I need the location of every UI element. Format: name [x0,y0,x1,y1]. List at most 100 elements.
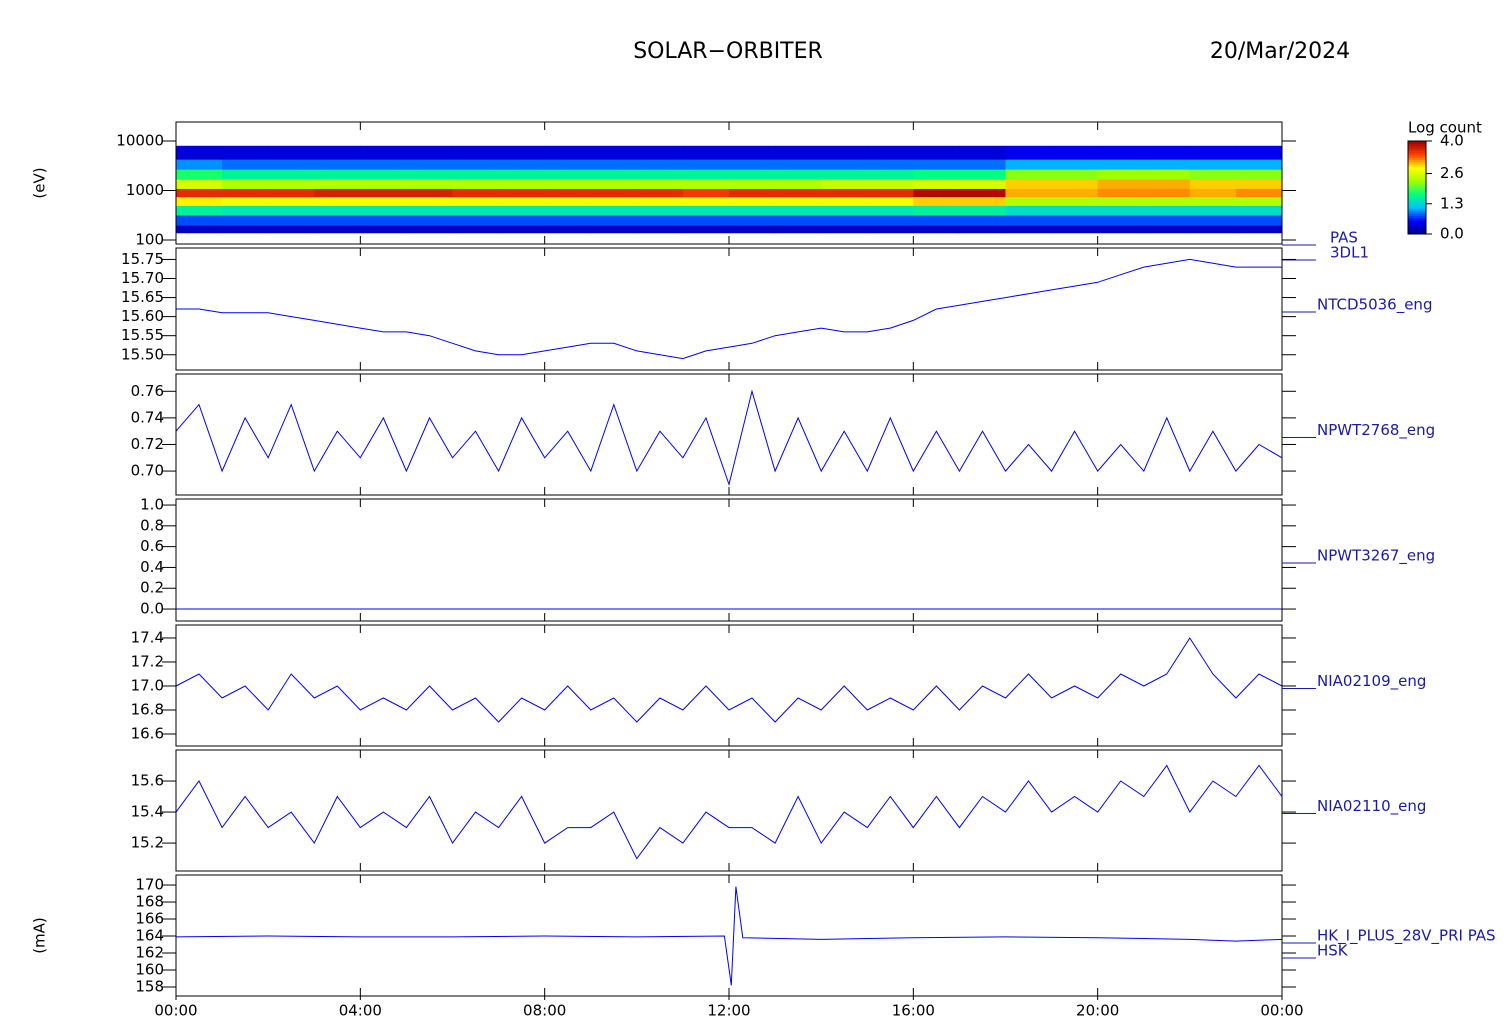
heatmap-cell [959,145,1006,160]
heatmap-cell [452,179,500,189]
heatmap-cell [268,179,315,189]
heatmap-cell [1189,196,1237,206]
heatmap-cell [913,225,960,234]
heatmap-cell [590,214,638,226]
colorbar-swatch [1408,215,1426,219]
heatmap-cell [775,169,822,180]
heatmap-cell [544,188,592,198]
heatmap-cell [314,214,361,226]
heatmap-cell [360,214,407,226]
heatmap-cell [636,196,684,206]
panel-frame [175,498,1283,622]
heatmap-cell [1143,169,1191,180]
heatmap-cell [775,145,822,160]
heatmap-cell [959,205,1006,216]
heatmap-cell [406,214,453,226]
heatmap-cell [360,196,407,206]
heatmap-cell [406,159,453,170]
heatmap-cell [1235,205,1283,216]
heatmap-cell [498,179,546,189]
heatmap-cell [1005,205,1053,216]
panel-name: HK_I_PLUS_28V_PRI PAS [1317,927,1496,946]
y-tick-label: 15.50 [121,345,164,363]
heatmap-cell [821,188,868,198]
colorbar-swatch [1408,171,1426,175]
heatmap-cell [268,159,315,170]
y-tick-label: 15.55 [121,326,164,344]
heatmap-cell [1005,159,1053,170]
heatmap-cell [1097,145,1145,160]
heatmap-cell [360,188,407,198]
heatmap-cell [498,169,546,180]
heatmap-cell [314,169,361,180]
colorbar-swatch [1408,206,1426,209]
heatmap-cell [268,214,315,226]
colorbar-swatch [1408,141,1426,144]
colorbar-tick-label: 0.0 [1440,225,1464,243]
heatmap-cell [913,196,960,206]
heatmap-cell [314,145,361,160]
heatmap-cell [1189,145,1237,160]
heatmap-cell [1189,205,1237,216]
heatmap-cell [1097,159,1145,170]
colorbar-frame [1407,140,1427,235]
y-tick-label: 1.0 [140,496,164,514]
heatmap-cell [821,159,868,170]
colorbar-swatch [1408,189,1426,193]
y-tick-label: 15.65 [121,288,164,306]
y-tick-label: 0.72 [131,435,164,453]
panel-name: NTCD5036_eng [1317,296,1432,315]
date: 20/Mar/2024 [1210,39,1350,64]
line [175,886,1283,986]
heatmap-cell [406,225,453,234]
heatmap-cell [821,169,868,180]
heatmap-cell [406,205,453,216]
heatmap-cell [636,179,684,189]
panel-frame [175,624,1283,747]
y-tick-label: 15.60 [121,307,164,325]
heatmap-cell [682,205,730,216]
heatmap-cell [590,188,638,198]
heatmap-cell [1235,214,1283,226]
heatmap-cell [1097,179,1145,189]
heatmap-cell [268,205,315,216]
heatmap-cell [360,159,407,170]
colorbar-swatch [1408,161,1426,165]
heatmap-cell [176,179,223,189]
heatmap-cell [729,179,776,189]
heatmap-cell [1143,159,1191,170]
heatmap-cell [1143,145,1191,160]
heatmap-cell [544,159,592,170]
colorbar-swatch [1408,194,1426,198]
heatmap-cell [222,179,269,189]
y-tick-label: 166 [135,910,164,928]
y-tick-label: 0.0 [140,600,164,618]
heatmap-cell [406,169,453,180]
heatmap-cell [867,169,914,180]
colorbar-swatch [1408,196,1426,200]
heatmap-cell [1051,205,1099,216]
colorbar-swatch [1408,208,1426,212]
colorbar-swatch [1408,187,1426,191]
heatmap-cell [682,188,730,198]
heatmap-cell [544,169,592,180]
heatmap-cell [867,214,914,226]
heatmap-cell [1143,179,1191,189]
colorbar-swatch [1408,185,1426,188]
heatmap-cell [544,214,592,226]
heatmap-cell [222,214,269,226]
y-tick-label: 0.6 [140,537,164,555]
y-tick-label: 15.6 [131,772,164,790]
heatmap-cell [729,188,776,198]
y-tick-label: 0.4 [140,558,164,576]
heatmap-cell [1189,214,1237,226]
colorbar-swatch [1408,220,1426,223]
colorbar-swatch [1408,178,1426,182]
colorbar-swatch [1408,159,1426,163]
colorbar-swatch [1408,152,1426,156]
heatmap-cell [176,196,223,206]
y-tick-label: 170 [135,876,164,894]
heatmap-cell [176,145,223,160]
heatmap-cell [452,159,500,170]
x-tick-label: 20:00 [1076,1002,1119,1020]
